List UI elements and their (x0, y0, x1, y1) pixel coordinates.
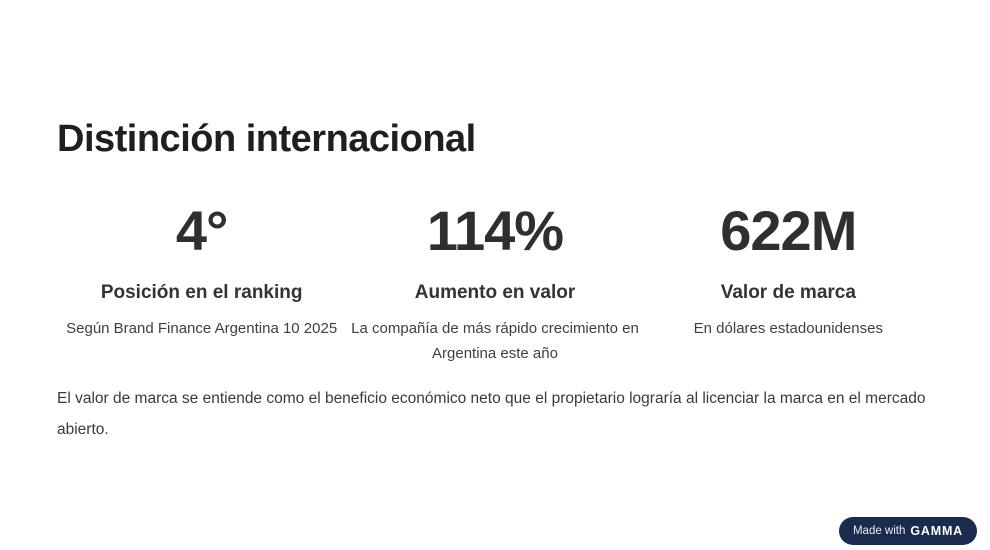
stat-value-increase: 114% Aumento en valor La compañía de más… (348, 200, 641, 366)
stat-label-ranking: Posición en el ranking (100, 282, 303, 303)
made-with-gamma-badge[interactable]: Made with GAMMA (838, 517, 977, 545)
stats-row: 4° Posición en el ranking Según Brand Fi… (55, 200, 935, 366)
stat-value-ranking: 4° (175, 199, 229, 262)
stat-description-increase: La compañía de más rápido crecimiento en… (351, 320, 639, 362)
brand-value-footnote: El valor de marca se entiende como el be… (57, 390, 926, 438)
stat-brand-value: 622M Valor de marca En dólares estadouni… (642, 200, 935, 366)
badge-prefix-label: Made with (852, 525, 906, 537)
gamma-logo-wordmark: GAMMA (910, 524, 963, 538)
stat-description-brand: En dólares estadounidenses (693, 320, 883, 337)
stat-value-brand-number: 622M (720, 199, 857, 262)
stat-ranking-position: 4° Posición en el ranking Según Brand Fi… (55, 200, 348, 366)
stat-value-increase-number: 114% (426, 199, 564, 262)
stat-label-increase: Aumento en valor (414, 282, 576, 303)
stat-label-brand: Valor de marca (720, 282, 856, 303)
stat-description-ranking: Según Brand Finance Argentina 10 2025 (66, 320, 338, 337)
page-title: Distinción internacional (57, 118, 476, 160)
